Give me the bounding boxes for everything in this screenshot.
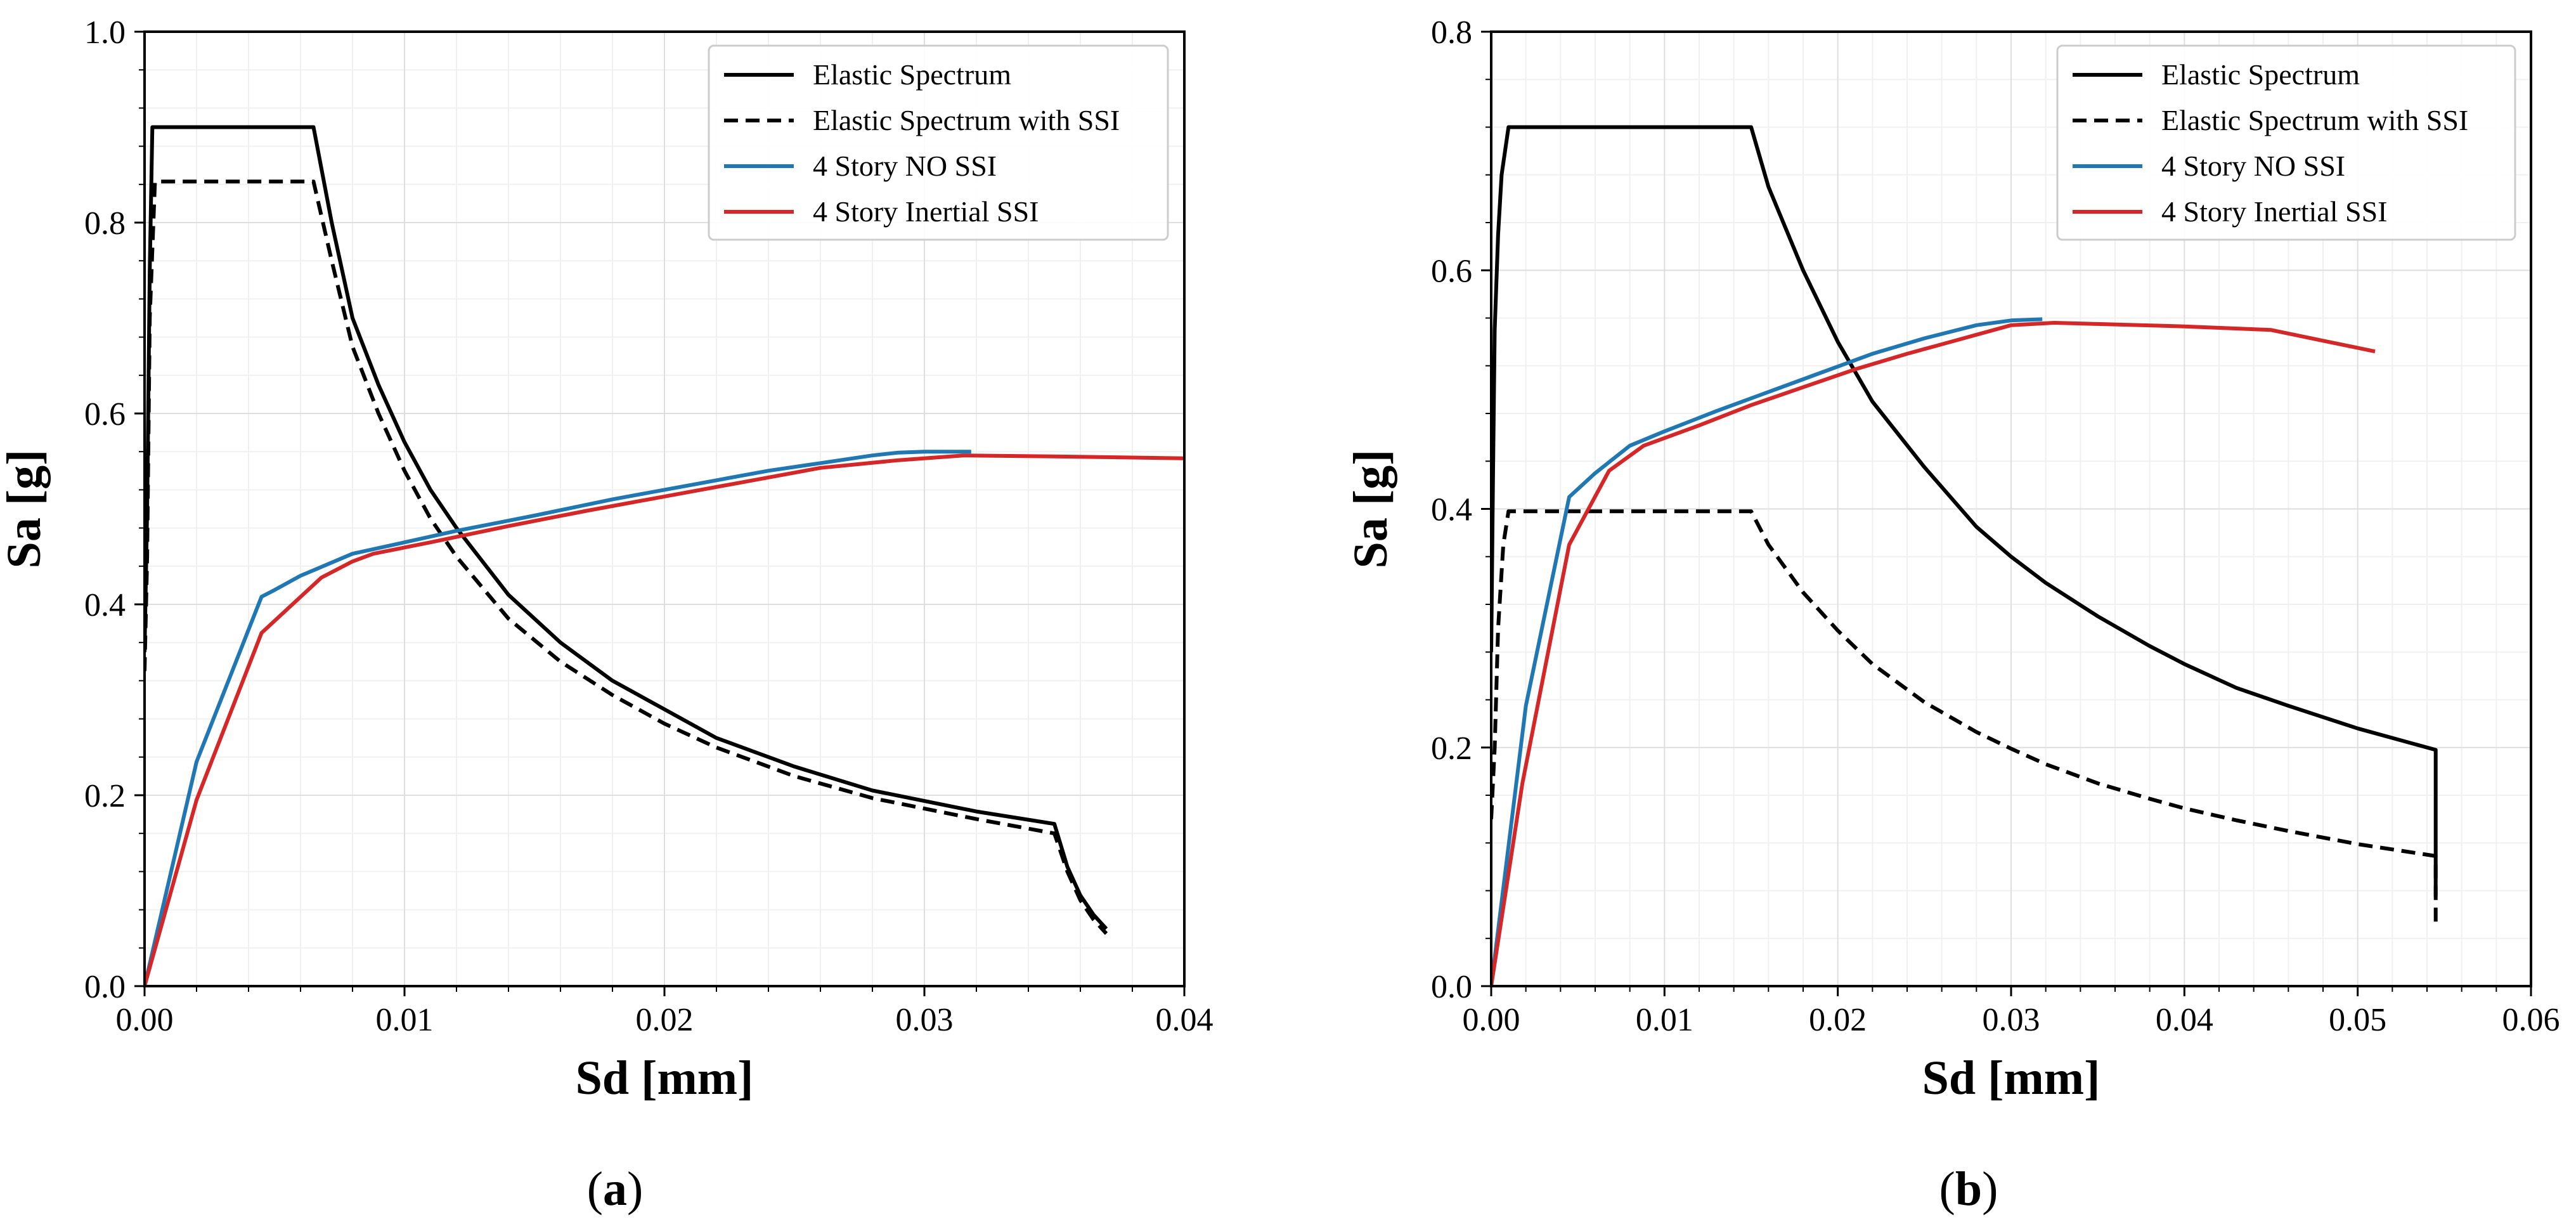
series-group (145, 125, 1184, 986)
series-line-elastic-spectrum (145, 125, 1108, 930)
panel-caption: (b) (1939, 1162, 1998, 1216)
series-line-4-story-no-ssi (145, 450, 971, 986)
x-tick-label: 0.01 (1636, 1002, 1693, 1038)
y-tick-label: 1.0 (84, 15, 126, 51)
y-axis-title: Sa [g] (0, 450, 51, 569)
x-tick-label: 0.05 (2329, 1002, 2386, 1038)
series-line-elastic-spectrum-with-ssi (1491, 509, 2438, 927)
x-tick-label: 0.00 (1463, 1002, 1520, 1038)
series-group (1491, 125, 2438, 986)
x-tick-label: 0.02 (636, 1002, 694, 1038)
legend-label: 4 Story NO SSI (2161, 150, 2345, 182)
series-line-4-story-no-ssi (1491, 317, 2043, 986)
legend-box (2056, 44, 2516, 241)
series-line-elastic-spectrum-with-ssi (145, 179, 1108, 935)
y-tick-label: 0.4 (84, 587, 126, 623)
panel-caption: (a) (587, 1162, 644, 1216)
y-tick-label: 0.2 (84, 778, 126, 814)
y-tick-label: 0.6 (1431, 253, 1472, 289)
legend-label: Elastic Spectrum (2161, 58, 2360, 91)
x-tick-label: 0.03 (896, 1002, 954, 1038)
y-tick-label: 0.0 (1431, 969, 1472, 1005)
y-tick-label: 0.4 (1431, 492, 1472, 528)
legend-box (708, 44, 1169, 241)
y-axis-title: Sa [g] (1344, 450, 1397, 569)
y-tick-label: 0.8 (1431, 15, 1472, 51)
y-tick-label: 0.0 (84, 969, 126, 1005)
x-tick-label: 0.03 (1983, 1002, 2040, 1038)
series-line-4-story-inertial-ssi (1491, 321, 2376, 986)
legend-label: Elastic Spectrum (813, 58, 1011, 91)
legend-label: Elastic Spectrum with SSI (813, 104, 1120, 136)
x-tick-label: 0.06 (2502, 1002, 2560, 1038)
y-tick-label: 0.2 (1431, 731, 1472, 767)
x-tick-label: 0.01 (376, 1002, 434, 1038)
legend: Elastic Spectrum Elastic Spectrum with SS… (708, 44, 1169, 241)
legend-label: 4 Story Inertial SSI (2161, 195, 2387, 228)
legend-label: 4 Story NO SSI (813, 150, 997, 182)
x-axis-title: Sd [mm] (1922, 1051, 2100, 1105)
chart-panel-a: 0.00 0.01 0.02 0.03 0.04 0.0 0.2 0.4 0.6 0.8 1.0 Sd… (0, 15, 1214, 1216)
x-tick-label: 0.04 (1156, 1002, 1214, 1038)
legend-label: 4 Story Inertial SSI (813, 195, 1039, 228)
series-line-elastic-spectrum (1491, 125, 2438, 897)
series-line-4-story-inertial-ssi (145, 453, 1184, 986)
x-axis-title: Sd [mm] (576, 1051, 754, 1105)
x-tick-label: 0.04 (2156, 1002, 2213, 1038)
legend: Elastic Spectrum Elastic Spectrum with SS… (2056, 44, 2516, 241)
chart-panel-b: 0.00 0.01 0.02 0.03 0.04 0.05 0.06 0.0 0.2 0.4 0.6… (1344, 15, 2560, 1216)
legend-label: Elastic Spectrum with SSI (2161, 104, 2468, 136)
x-tick-label: 0.00 (116, 1002, 174, 1038)
y-tick-label: 0.6 (84, 396, 126, 432)
x-tick-label: 0.02 (1809, 1002, 1867, 1038)
y-tick-label: 0.8 (84, 205, 126, 242)
